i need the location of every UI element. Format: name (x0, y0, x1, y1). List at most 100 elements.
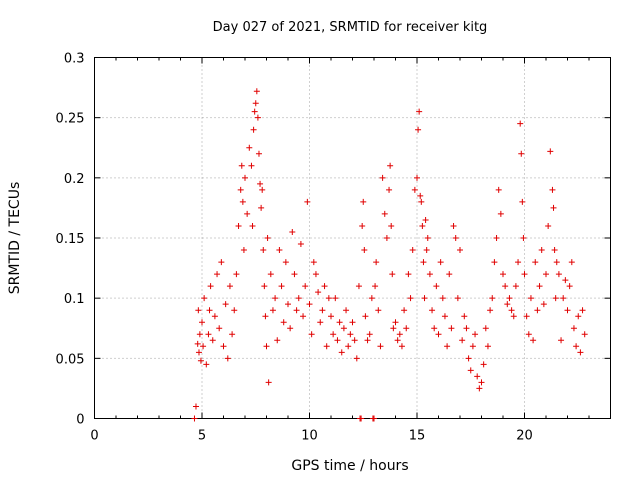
data-point (398, 343, 405, 350)
data-point (536, 283, 543, 290)
data-point (558, 337, 565, 344)
data-point (375, 307, 382, 314)
data-point (244, 210, 251, 217)
data-point (209, 337, 216, 344)
data-point (581, 331, 588, 338)
data-point (418, 198, 425, 205)
data-point (364, 337, 371, 344)
data-point (248, 162, 255, 169)
data-point (534, 307, 541, 314)
data-point (252, 100, 259, 107)
data-point (426, 271, 433, 278)
data-point (258, 204, 265, 211)
data-point (465, 355, 472, 362)
data-point (206, 307, 213, 314)
data-point (264, 235, 271, 241)
data-point (267, 271, 274, 278)
data-point (330, 331, 337, 338)
data-point (332, 295, 339, 302)
data-point (433, 283, 440, 290)
y-tick-label: 0.1 (64, 292, 85, 307)
data-point (358, 415, 365, 422)
x-tick-label: 15 (409, 429, 426, 444)
data-point (420, 259, 427, 266)
data-point (478, 379, 485, 386)
data-point (560, 295, 567, 302)
data-point (489, 295, 496, 302)
data-point (429, 307, 436, 314)
data-point (431, 325, 438, 332)
data-point (257, 180, 264, 187)
data-point (545, 222, 552, 229)
data-point (220, 343, 227, 350)
data-point (200, 343, 207, 350)
y-tick-label: 0 (76, 413, 84, 428)
data-point (373, 259, 380, 266)
data-point (368, 295, 375, 302)
data-point (570, 325, 577, 332)
data-point (366, 331, 373, 338)
data-point (577, 349, 584, 356)
data-point (414, 174, 420, 181)
data-point (435, 331, 442, 338)
data-point (476, 385, 483, 392)
data-point (491, 259, 498, 266)
data-point (518, 150, 525, 157)
data-point (549, 186, 556, 193)
data-point (575, 313, 582, 320)
data-point (195, 307, 202, 314)
data-point (521, 271, 528, 278)
data-point (389, 271, 396, 278)
data-point (532, 259, 539, 266)
data-point (195, 349, 202, 356)
x-tick-label: 0 (90, 429, 98, 444)
data-point (543, 271, 549, 278)
data-point (530, 337, 537, 344)
data-point (444, 343, 451, 350)
data-point (405, 271, 412, 278)
data-point (461, 313, 468, 320)
data-point (191, 415, 198, 422)
data-point (552, 295, 559, 302)
data-point (388, 222, 395, 229)
data-point (310, 259, 317, 266)
data-point (463, 325, 470, 332)
data-point (416, 108, 423, 115)
data-point (254, 114, 261, 121)
data-point (293, 307, 300, 314)
data-point (500, 271, 506, 278)
data-point (381, 210, 388, 217)
y-tick-label: 0.25 (56, 112, 85, 127)
data-point (269, 307, 276, 314)
data-point (265, 379, 272, 386)
data-point (510, 313, 517, 320)
data-point (263, 343, 270, 350)
data-point (260, 247, 267, 254)
data-point (262, 313, 269, 320)
grid-lines (94, 57, 611, 419)
y-tick-label: 0.2 (64, 172, 85, 187)
data-point (446, 271, 453, 278)
data-point (419, 222, 426, 229)
data-point (233, 271, 240, 278)
data-point (359, 222, 366, 229)
plot-frame (94, 57, 611, 419)
data-point (525, 331, 532, 338)
data-point (493, 235, 500, 241)
data-point (272, 295, 279, 302)
data-point (231, 307, 238, 314)
data-point (315, 289, 322, 296)
data-point (207, 283, 214, 290)
data-point (211, 313, 218, 320)
data-point (312, 271, 319, 278)
data-point (201, 295, 208, 302)
data-point (564, 307, 571, 314)
data-point (343, 307, 350, 314)
data-point (353, 355, 360, 362)
data-point (394, 337, 401, 344)
data-point (441, 313, 448, 320)
data-point (387, 162, 394, 169)
data-point (224, 355, 231, 362)
data-point (482, 325, 489, 332)
data-point (276, 247, 283, 254)
